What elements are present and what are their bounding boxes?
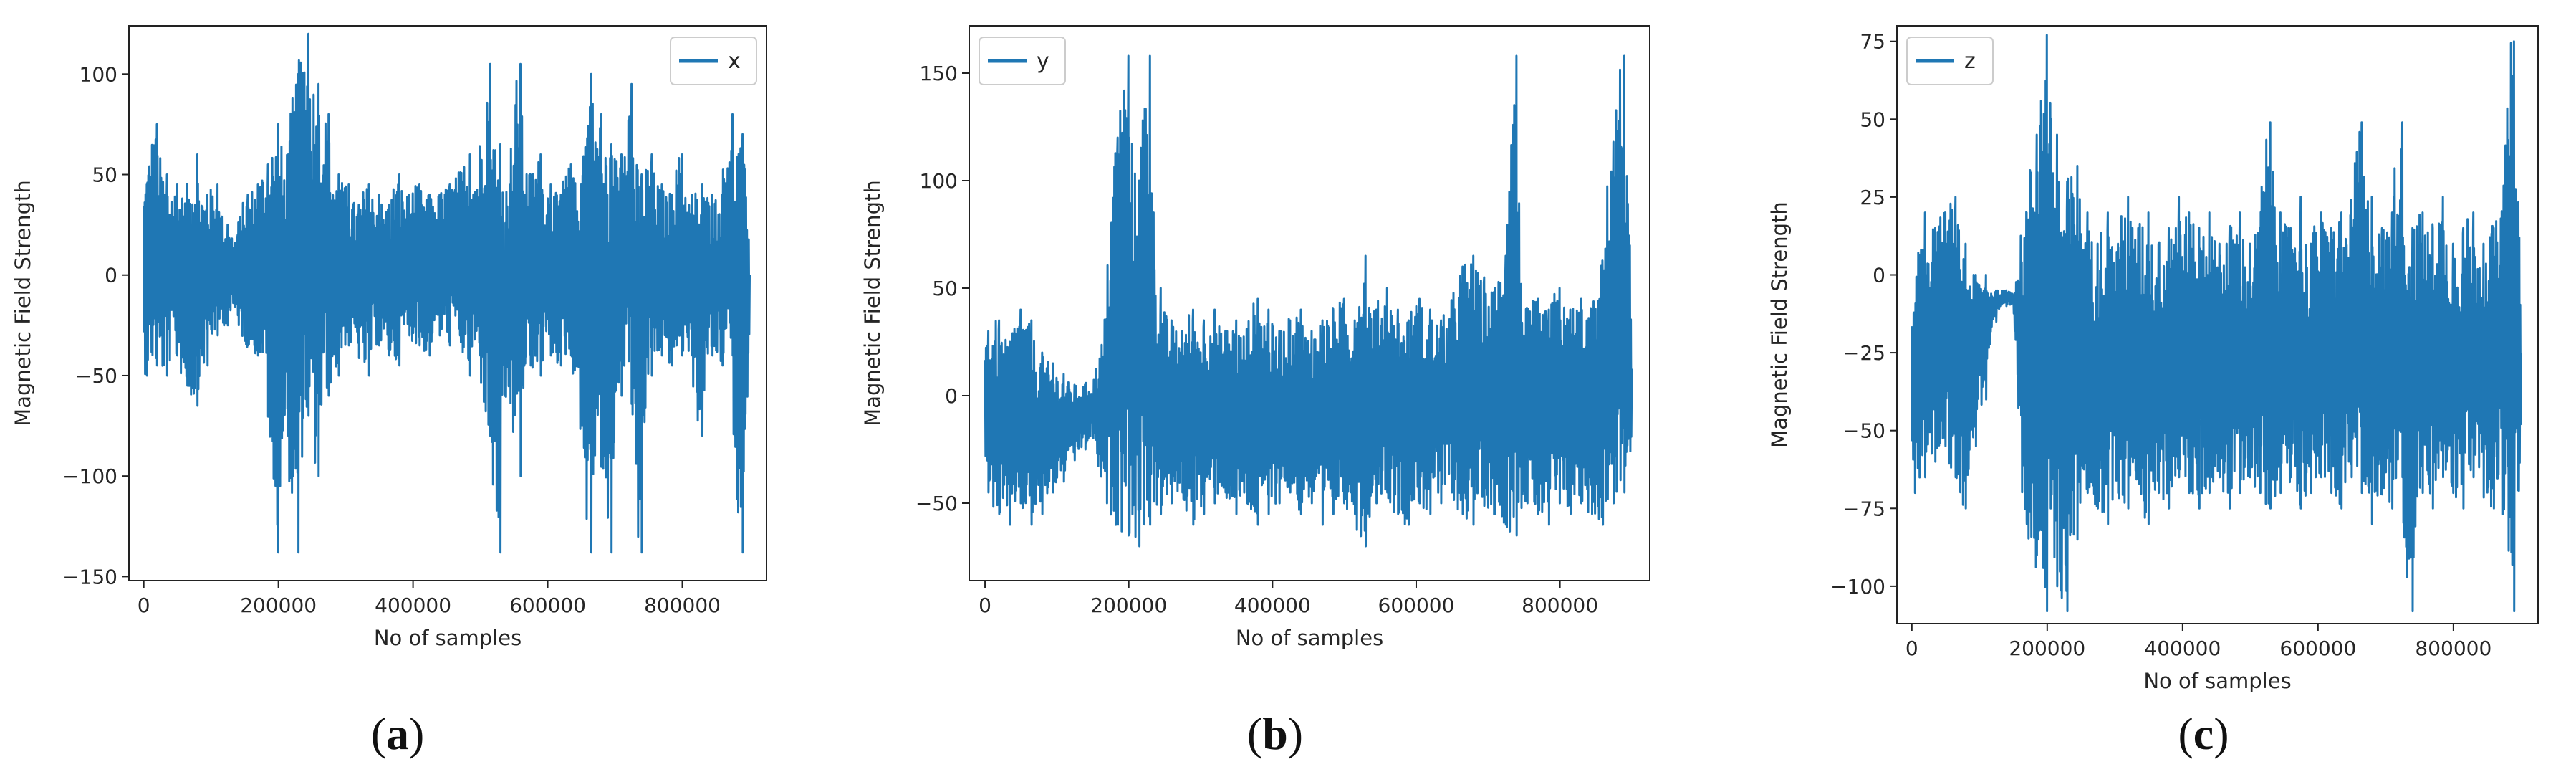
y-tick-label: 150 [920,62,958,85]
caption-open-paren: ( [371,708,386,759]
y-tick-label: 0 [105,264,117,287]
caption-open-paren: ( [2178,708,2193,759]
series-line-z [1911,34,2522,613]
legend: y [979,37,1066,85]
y-tick-label: 50 [932,277,958,300]
panel-caption: (c) [2178,708,2229,759]
x-tick-label: 0 [979,594,991,617]
panel-caption: (b) [1247,708,1303,759]
subplot-a: 0 200000 400000 600000 800000 −150 −100 −50 0 50 1… [11,25,767,759]
subplot-b: 0 200000 400000 600000 800000 −50 0 50 100 150 No … [860,25,1650,759]
x-tick-label: 0 [1905,637,1918,660]
y-tick-label: −150 [62,565,117,588]
x-tick-label: 0 [138,594,150,617]
legend-label: x [728,49,741,74]
panel-caption: (a) [371,708,425,759]
y-tick-label: 100 [920,169,958,193]
y-tick-label: 75 [1860,30,1885,54]
x-axis-label: No of samples [2143,669,2291,693]
y-tick-label: −100 [62,464,117,488]
caption-close-paren: ) [2214,708,2229,759]
x-tick-label: 800000 [1522,594,1598,617]
x-tick-label: 800000 [2415,637,2491,660]
caption-close-paren: ) [409,708,424,759]
legend-label: y [1037,49,1049,74]
x-tick-label: 200000 [2009,637,2085,660]
series-line-y [984,54,1633,548]
x-tick-label: 600000 [2279,637,2356,660]
x-tick-label: 600000 [1378,594,1455,617]
y-tick-label: 50 [92,163,117,187]
caption-letter: b [1262,708,1288,759]
y-tick-label: 50 [1860,108,1885,131]
subplot-c: 0 200000 400000 600000 800000 −100 −75 −50 −25 0 2… [1767,25,2539,759]
y-tick-label: 100 [80,62,117,86]
x-tick-label: 200000 [1090,594,1167,617]
x-tick-label: 600000 [509,594,586,617]
y-tick-label: 25 [1860,186,1885,209]
x-tick-label: 400000 [375,594,451,617]
caption-letter: a [386,708,409,759]
x-tick-label: 400000 [2144,637,2221,660]
caption-open-paren: ( [1247,708,1262,759]
y-tick-label: −75 [1843,497,1885,520]
y-axis-label: Magnetic Field Strength [11,180,35,426]
caption-close-paren: ) [1288,708,1303,759]
y-tick-label: 0 [945,384,958,408]
y-tick-label: −25 [1843,341,1885,365]
y-axis-label: Magnetic Field Strength [1767,201,1792,448]
y-tick-label: 0 [1873,264,1885,287]
x-axis-label: No of samples [374,626,522,650]
legend: z [1906,37,1994,85]
x-tick-label: 400000 [1234,594,1311,617]
x-axis-label: No of samples [1236,626,1383,650]
x-tick-label: 200000 [240,594,317,617]
y-tick-label: −50 [915,492,958,515]
legend: x [670,37,757,85]
y-axis-label: Magnetic Field Strength [860,180,885,426]
caption-letter: c [2193,708,2214,759]
y-tick-label: −50 [1843,419,1885,443]
y-tick-label: −50 [75,364,117,388]
x-tick-label: 800000 [644,594,721,617]
y-tick-label: −100 [1830,575,1885,599]
legend-label: z [1964,49,1976,74]
series-line-x [143,32,751,554]
